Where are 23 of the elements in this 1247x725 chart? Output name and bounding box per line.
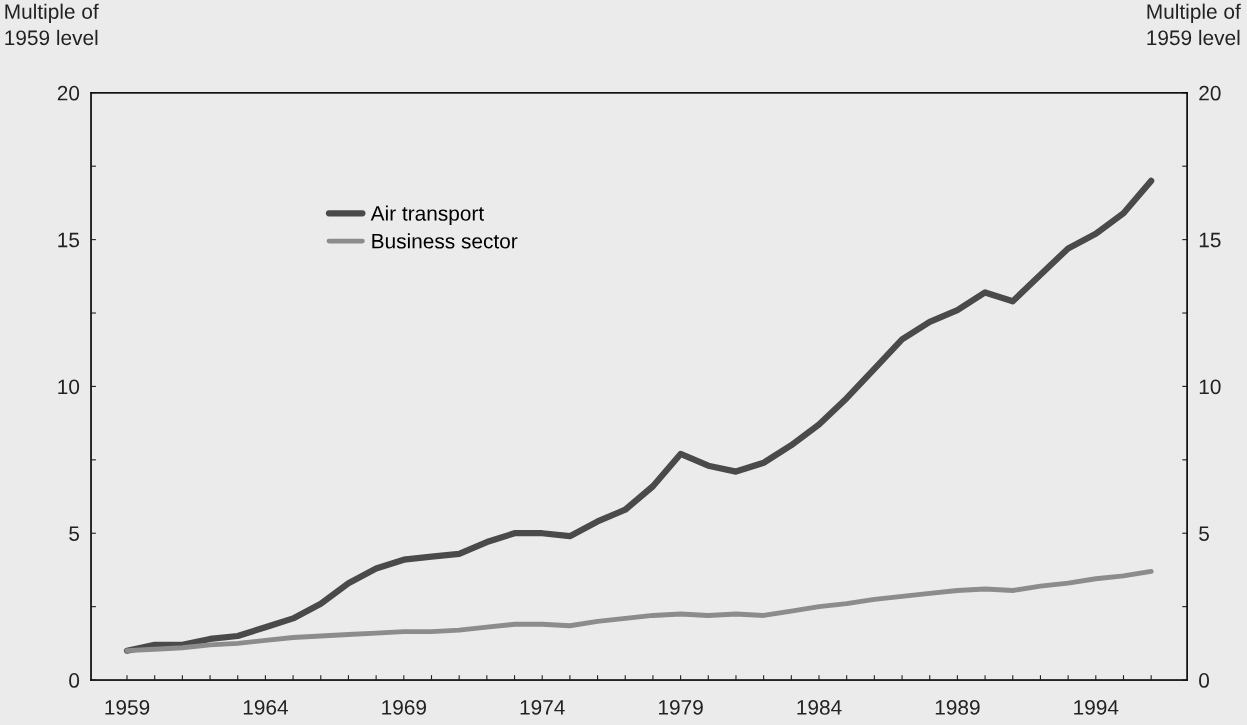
y2-tick-label: 0 (1199, 673, 1210, 688)
x-tick-label: 1959 (105, 700, 150, 715)
y-axis-title: Multiple of 1959 level (5, 3, 99, 46)
y-tick-label: 15 (58, 232, 80, 248)
y2-tick-label: 15 (1199, 232, 1221, 248)
x-tick-label: 1979 (659, 700, 703, 715)
x-tick-label: 1964 (243, 700, 288, 715)
x-tick-label: 1994 (1074, 700, 1119, 715)
y-tick-label: 5 (69, 526, 80, 541)
y2-tick-label: 20 (1199, 85, 1221, 101)
x-tick-label: 1989 (935, 700, 980, 715)
x-tick-label: 1984 (797, 700, 842, 715)
x-tick-label: 1974 (520, 700, 565, 715)
line-series (124, 568, 1154, 654)
y-tick-label: 0 (69, 673, 80, 688)
x-tick-label: 1969 (382, 700, 426, 715)
y2-axis-title: Multiple of 1959 level (1147, 3, 1241, 46)
y-tick-label: 10 (58, 379, 80, 395)
legend-label: Air transport (370, 205, 484, 225)
y2-tick-label: 5 (1199, 526, 1209, 541)
y2-tick-label: 10 (1199, 379, 1221, 395)
y-tick-label: 20 (57, 85, 80, 101)
legend-label: Business sector (372, 233, 518, 249)
